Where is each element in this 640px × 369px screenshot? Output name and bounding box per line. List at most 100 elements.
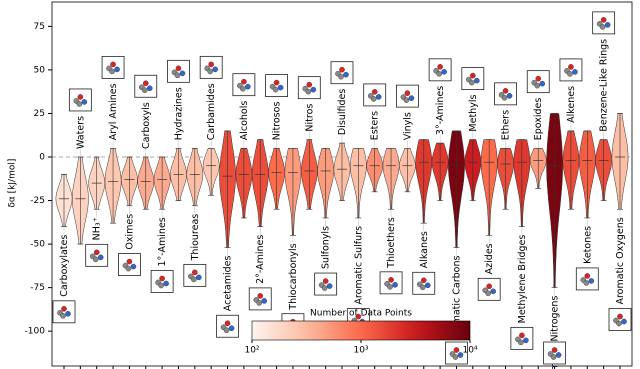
category-label: Hydrazines — [173, 87, 184, 140]
atom — [310, 86, 317, 93]
atom — [207, 68, 213, 75]
atom — [261, 298, 268, 304]
atom — [272, 86, 279, 93]
category-label: Alkanes — [419, 231, 430, 268]
atom — [130, 263, 137, 270]
molecule-icon — [150, 270, 174, 293]
category-label: Waters — [75, 116, 86, 149]
atom — [126, 258, 133, 265]
atom — [175, 65, 182, 72]
atom — [388, 277, 394, 283]
molecule-icon — [575, 267, 599, 291]
atom — [92, 256, 99, 263]
category-label: Nitros — [304, 104, 315, 132]
atom — [550, 354, 557, 360]
molecule-icon — [396, 84, 419, 108]
molecule-icon — [592, 11, 616, 35]
atom — [343, 71, 349, 78]
molecule-icon — [330, 61, 354, 85]
atom — [600, 17, 607, 23]
atom — [339, 66, 345, 73]
molecule-icon — [314, 272, 338, 296]
category-label: Alkenes — [566, 86, 577, 123]
atom — [457, 352, 464, 358]
atom — [60, 313, 66, 319]
molecule-icon — [68, 88, 92, 112]
atom — [616, 320, 622, 327]
atom — [437, 64, 443, 70]
atom — [420, 277, 427, 284]
category-label: Thioureas — [190, 214, 201, 262]
molecule-icon — [559, 58, 583, 82]
atom — [241, 78, 247, 85]
category-label: Vinyls — [402, 112, 413, 140]
atom — [572, 69, 578, 75]
molecule-icon — [494, 82, 517, 106]
category-label: Epoxides — [533, 98, 544, 141]
atom — [518, 339, 524, 346]
category-label: Ketones — [582, 226, 593, 264]
category-label: Methyls — [468, 95, 479, 132]
atom — [65, 311, 71, 317]
atom — [125, 265, 132, 272]
atom — [97, 254, 104, 261]
atom — [256, 300, 263, 306]
category-label: Carboxyls — [141, 102, 152, 149]
atom — [355, 313, 362, 320]
molecule-icon — [101, 55, 125, 79]
category-label: Oximes — [124, 214, 135, 250]
atom — [588, 278, 595, 284]
y-tick-label: -75 — [30, 283, 45, 293]
atom — [535, 75, 542, 82]
atom — [539, 80, 546, 87]
category-label: Sulfonyls — [321, 226, 332, 269]
atom — [305, 88, 312, 95]
category-label: Aromatic Nitrogens — [550, 296, 561, 369]
category-label: Methylene Bridges — [517, 235, 528, 324]
molecule-icon — [216, 314, 239, 338]
atom — [404, 90, 411, 96]
category-label: Acetamides — [223, 256, 234, 312]
y-tick-label: -100 — [25, 327, 46, 337]
atom — [424, 282, 431, 289]
molecule-icon — [134, 74, 158, 98]
atom — [469, 79, 475, 86]
atom — [109, 68, 115, 75]
category-label: Carbamides — [206, 83, 217, 140]
atom — [370, 96, 377, 102]
atom — [436, 71, 442, 77]
atom — [387, 284, 393, 290]
atom — [224, 320, 231, 327]
atom — [174, 72, 181, 79]
atom — [621, 318, 627, 325]
atom — [599, 24, 606, 30]
category-label: Thiocarbonyls — [288, 243, 299, 310]
molecule-icon — [199, 55, 223, 79]
atom — [114, 66, 120, 73]
atom — [617, 313, 623, 320]
y-tick-label: 50 — [34, 65, 46, 75]
atom — [403, 97, 410, 103]
category-label: Aromatic Oxygens — [615, 217, 626, 304]
atom — [502, 88, 509, 94]
atom — [240, 85, 246, 92]
atom — [519, 332, 525, 339]
atom — [584, 273, 591, 279]
category-label: NH₃⁺ — [92, 217, 103, 240]
molecule-icon — [608, 308, 632, 331]
atom — [567, 71, 573, 77]
atom — [486, 283, 492, 290]
y-tick-label: -50 — [30, 240, 45, 250]
atom — [371, 89, 378, 95]
colorbar — [251, 320, 471, 341]
atom — [223, 327, 230, 334]
atom — [419, 284, 426, 291]
category-label: Esters — [370, 111, 381, 140]
atom — [159, 275, 165, 282]
y-axis-label: δα [kJ/mol] — [8, 159, 18, 208]
molecule-icon — [412, 271, 436, 295]
atom — [568, 64, 574, 70]
y-tick-label: -25 — [30, 196, 45, 206]
atom — [452, 354, 459, 360]
